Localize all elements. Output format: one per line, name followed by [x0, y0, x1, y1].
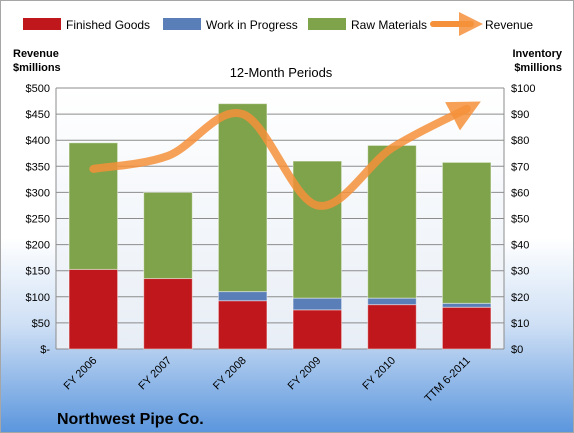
right-tick-label: $70 [511, 161, 529, 173]
right-axis-title-line2: $millions [514, 62, 562, 74]
bar-raw-materials [68, 142, 119, 270]
company-name: Northwest Pipe Co. [57, 411, 204, 428]
x-tick-label: FY 2008 [211, 355, 249, 393]
right-tick-label: $30 [511, 266, 529, 278]
left-tick-label: $250 [26, 214, 50, 226]
left-tick-label: $50 [32, 318, 50, 330]
left-tick-label: $300 [26, 187, 50, 199]
legend-swatch-work-in-progress [163, 18, 201, 30]
right-tick-label: $100 [511, 83, 535, 95]
revenue-line [89, 101, 481, 210]
left-tick-label: $500 [26, 83, 50, 95]
legend-label-work-in-progress: Work in Progress [206, 18, 298, 32]
chart-subtitle: 12-Month Periods [230, 65, 333, 80]
bar-finished-goods [367, 304, 417, 350]
bar-work-in-progress [367, 297, 417, 306]
bar-work-in-progress [292, 297, 343, 311]
left-tick-label: $450 [26, 109, 50, 121]
legend-label-finished-goods: Finished Goods [66, 18, 150, 32]
left-axis-title-line1: Revenue [13, 48, 59, 60]
legend-label-raw-materials: Raw Materials [351, 18, 427, 32]
x-tick-label: FY 2010 [360, 355, 398, 393]
right-axis-title-line1: Inventory [512, 48, 562, 60]
left-tick-label: $350 [26, 161, 50, 173]
x-tick-label: FY 2007 [136, 355, 174, 393]
bar-raw-materials [143, 191, 193, 280]
bar-finished-goods [292, 309, 343, 350]
x-tick-label: FY 2006 [62, 355, 100, 393]
bar-finished-goods [143, 278, 193, 350]
bar-raw-materials [367, 144, 417, 299]
legend-label-revenue: Revenue [485, 18, 533, 32]
right-tick-label: $80 [511, 135, 529, 147]
left-tick-label: $400 [26, 135, 50, 147]
right-tick-label: $10 [511, 318, 529, 330]
bar-raw-materials [441, 161, 492, 304]
right-tick-label: $40 [511, 240, 529, 252]
legend-swatch-finished-goods [23, 18, 61, 30]
right-tick-label: $60 [511, 187, 529, 199]
bar-raw-materials [217, 103, 268, 293]
left-tick-label: $- [40, 344, 50, 356]
bar-finished-goods [68, 268, 119, 350]
bar-work-in-progress [441, 302, 492, 308]
left-axis-title-line2: $millions [13, 62, 61, 74]
bar-finished-goods [441, 306, 492, 350]
bar-work-in-progress [217, 291, 268, 302]
legend-swatch-raw-materials [308, 18, 346, 30]
right-tick-label: $20 [511, 292, 529, 304]
right-tick-label: $0 [511, 344, 523, 356]
right-tick-label: $50 [511, 214, 529, 226]
bar-raw-materials [292, 160, 343, 299]
left-tick-label: $100 [26, 292, 50, 304]
left-tick-label: $200 [26, 240, 50, 252]
left-tick-label: $150 [26, 266, 50, 278]
x-tick-label: TTM 6-2011 [423, 355, 473, 405]
x-tick-label: FY 2009 [286, 355, 324, 393]
right-tick-label: $90 [511, 109, 529, 121]
bar-finished-goods [217, 300, 268, 350]
